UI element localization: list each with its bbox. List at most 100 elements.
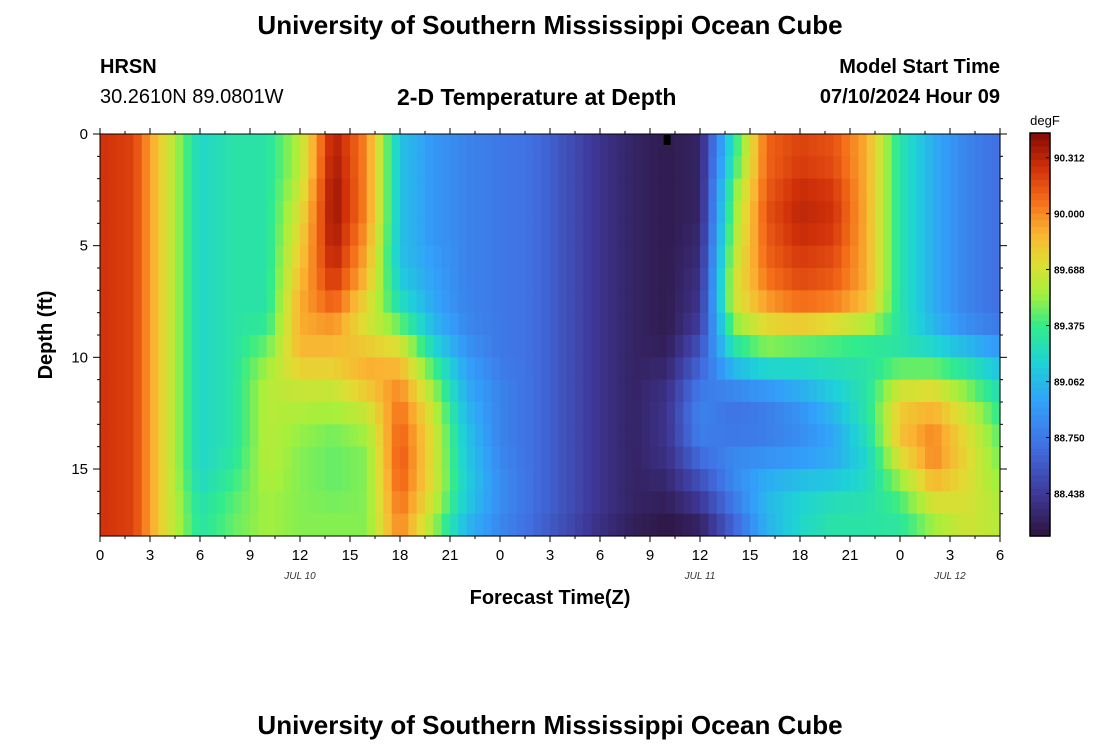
heatmap-cell <box>700 156 709 180</box>
heatmap-cell <box>775 290 784 314</box>
heatmap-cell <box>383 491 393 515</box>
heatmap-cell <box>991 335 1001 358</box>
heatmap-cell <box>641 134 651 157</box>
heatmap-cell <box>966 178 976 202</box>
heatmap-cell <box>891 156 901 180</box>
heatmap-cell <box>433 245 443 269</box>
heatmap-cell <box>550 402 559 425</box>
heatmap-cell <box>833 446 843 470</box>
heatmap-cell <box>283 335 293 358</box>
heatmap-cell <box>500 201 509 224</box>
colorbar-segment <box>1030 368 1050 376</box>
heatmap-cell <box>325 178 334 202</box>
heatmap-cell <box>941 134 951 157</box>
heatmap-cell <box>208 290 218 314</box>
heatmap-cell <box>150 134 159 157</box>
heatmap-cell <box>708 402 718 425</box>
heatmap-cell <box>875 134 884 157</box>
heatmap-cell <box>933 268 943 291</box>
heatmap-cell <box>425 424 434 448</box>
colorbar-tick-label: 88.438 <box>1054 489 1085 500</box>
heatmap-cell <box>858 134 868 157</box>
heatmap-cell <box>600 268 609 291</box>
colorbar-segment <box>1030 260 1050 268</box>
heatmap-cell <box>158 290 168 314</box>
heatmap-cell <box>833 178 843 202</box>
heatmap-cell <box>433 513 443 537</box>
heatmap-cell <box>766 134 776 157</box>
colorbar-segment <box>1030 522 1050 530</box>
heatmap-cell <box>641 245 651 269</box>
heatmap-cell <box>333 335 343 358</box>
heatmap-cell <box>425 312 434 336</box>
heatmap-cell <box>933 402 943 425</box>
heatmap-cell <box>441 134 451 157</box>
heatmap-cell <box>825 134 834 157</box>
heatmap-cell <box>408 379 418 403</box>
heatmap-cell <box>191 290 201 314</box>
heatmap-cell <box>183 290 193 314</box>
heatmap-cell <box>691 223 701 247</box>
heatmap-cell <box>600 312 609 336</box>
heatmap-cell <box>891 446 901 470</box>
heatmap-cell <box>483 491 493 515</box>
heatmap-cell <box>500 290 509 314</box>
heatmap-cell <box>758 178 768 202</box>
heatmap-cell <box>341 379 351 403</box>
heatmap-cell <box>700 335 709 358</box>
heatmap-cells <box>100 134 1001 537</box>
heatmap-cell <box>841 357 851 381</box>
heatmap-cell <box>216 402 226 425</box>
heatmap-cell <box>966 156 976 180</box>
heatmap-cell <box>125 223 134 247</box>
heatmap-cell <box>550 134 559 157</box>
heatmap-cell <box>658 156 668 180</box>
heatmap-cell <box>241 245 251 269</box>
heatmap-cell <box>108 446 118 470</box>
heatmap-cell <box>566 402 576 425</box>
heatmap-cell <box>375 335 384 358</box>
heatmap-cell <box>566 491 576 515</box>
heatmap-cell <box>133 469 143 492</box>
heatmap-cell <box>858 178 868 202</box>
heatmap-cell <box>983 245 993 269</box>
heatmap-cell <box>158 312 168 336</box>
heatmap-cell <box>475 268 484 291</box>
heatmap-cell <box>575 134 584 157</box>
heatmap-cell <box>433 469 443 492</box>
heatmap-cell <box>500 424 509 448</box>
heatmap-cell <box>425 513 434 537</box>
heatmap-cell <box>700 290 709 314</box>
heatmap-cell <box>333 178 343 202</box>
heatmap-cell <box>475 357 484 381</box>
heatmap-cell <box>616 469 626 492</box>
heatmap-cell <box>866 223 876 247</box>
heatmap-cell <box>441 491 451 515</box>
heatmap-cell <box>825 156 834 180</box>
heatmap-cell <box>366 312 376 336</box>
heatmap-cell <box>241 402 251 425</box>
heatmap-cell <box>391 268 401 291</box>
heatmap-cell <box>133 335 143 358</box>
heatmap-cell <box>800 446 809 470</box>
heatmap-cell <box>866 312 876 336</box>
heatmap-cell <box>316 201 326 224</box>
heatmap-cell <box>791 178 801 202</box>
heatmap-cell <box>983 379 993 403</box>
heatmap-cell <box>483 245 493 269</box>
heatmap-cell <box>250 156 259 180</box>
heatmap-cell <box>850 312 859 336</box>
heatmap-cell <box>791 491 801 515</box>
colorbar-segment <box>1030 341 1050 349</box>
heatmap-cell <box>408 245 418 269</box>
heatmap-cell <box>750 134 759 157</box>
heatmap-cell <box>566 513 576 537</box>
heatmap-cell <box>516 402 526 425</box>
heatmap-cell <box>225 335 234 358</box>
heatmap-cell <box>825 446 834 470</box>
heatmap-cell <box>466 402 476 425</box>
page-title: University of Southern Mississippi Ocean… <box>257 10 843 40</box>
heatmap-cell <box>891 379 901 403</box>
y-tick-label: 5 <box>80 238 88 255</box>
heatmap-cell <box>766 312 776 336</box>
